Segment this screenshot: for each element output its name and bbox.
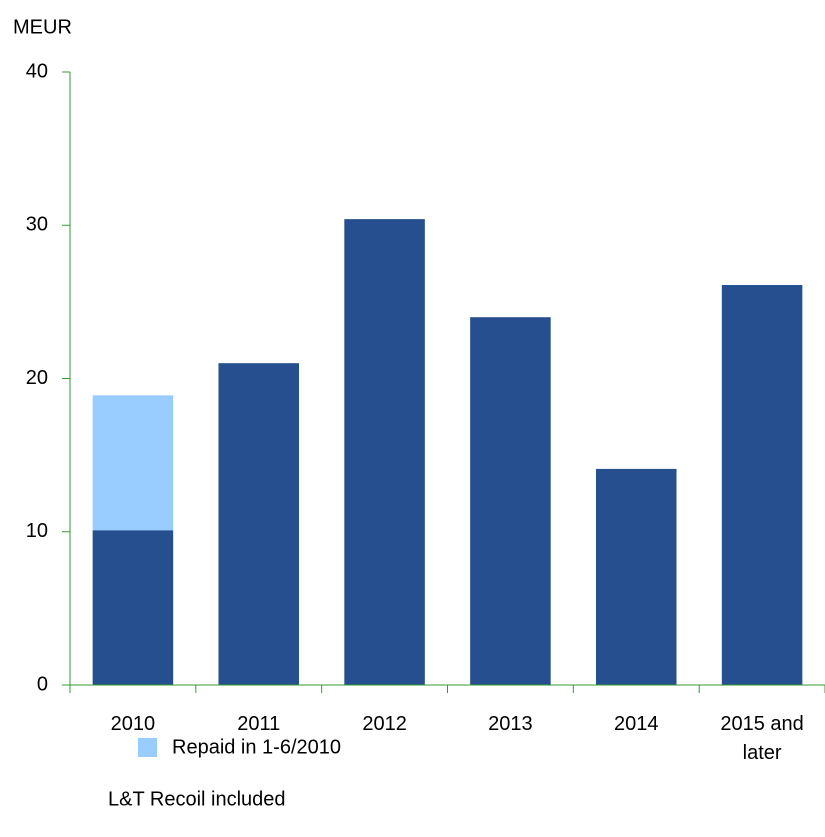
y-tick-label: 0 (37, 673, 48, 695)
y-tick-label: 30 (26, 214, 48, 236)
x-tick-label: 2012 (362, 713, 407, 735)
x-tick-label: 2015 and later (720, 713, 804, 764)
bar (470, 317, 551, 685)
bar (218, 363, 300, 685)
note: L&T Recoil included (108, 788, 286, 810)
y-tick-label: 20 (26, 367, 48, 389)
bar (721, 285, 803, 685)
bar (92, 530, 174, 685)
legend-label: Repaid in 1-6/2010 (172, 736, 341, 758)
y-axis-label: MEUR (13, 16, 72, 38)
bar (595, 468, 677, 685)
x-tick-label: 2010 (110, 713, 156, 735)
bar (92, 395, 174, 531)
x-tick-label: 2014 (614, 713, 659, 735)
x-tick-label: 2011 (237, 713, 281, 735)
y-tick-label: 10 (26, 520, 48, 542)
legend-swatch (138, 738, 157, 757)
bar (344, 219, 425, 685)
x-tick-label: 2013 (488, 713, 533, 735)
y-tick-label: 40 (26, 60, 48, 82)
